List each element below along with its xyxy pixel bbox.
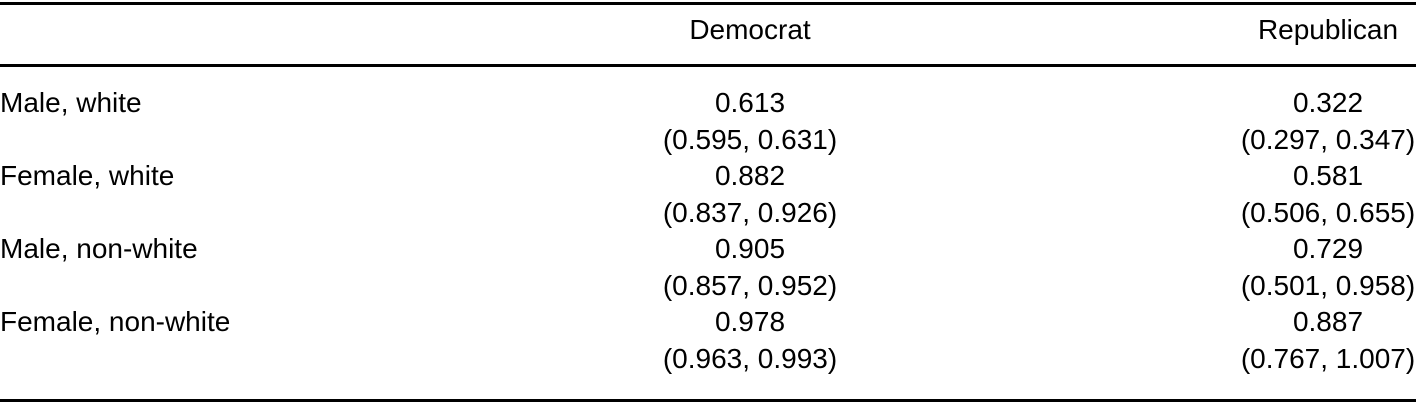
- estimate-value: 0.613: [714, 87, 786, 118]
- confidence-interval: (0.501, 0.958): [1240, 269, 1416, 301]
- confidence-interval: (0.506, 0.655): [1240, 196, 1416, 228]
- estimate-value: 0.729: [1292, 233, 1364, 264]
- confidence-interval: (0.963, 0.993): [662, 342, 838, 374]
- republican-cell: 0.729 (0.501, 0.958): [1240, 231, 1416, 304]
- header-empty-cell: [0, 2, 260, 67]
- estimate-value: 0.887: [1292, 306, 1364, 337]
- table-row: Male, non-white 0.905 (0.857, 0.952) 0.7…: [0, 231, 1416, 304]
- estimate-value: 0.322: [1292, 87, 1364, 118]
- table-row: Male, white 0.613 (0.595, 0.631) 0.322 (…: [0, 66, 1416, 159]
- democrat-cell: 0.905 (0.857, 0.952): [260, 231, 1240, 304]
- democrat-cell: 0.882 (0.837, 0.926): [260, 158, 1240, 231]
- column-header-republican: Republican: [1240, 2, 1416, 67]
- table-row: Female, non-white 0.978 (0.963, 0.993) 0…: [0, 304, 1416, 402]
- republican-cell: 0.887 (0.767, 1.007): [1240, 304, 1416, 402]
- header-row: Democrat Republican: [0, 2, 1416, 67]
- row-label: Male, white: [0, 87, 142, 118]
- estimate-value: 0.905: [714, 233, 786, 264]
- table-row: Female, white 0.882 (0.837, 0.926) 0.581…: [0, 158, 1416, 231]
- column-header-democrat: Democrat: [260, 2, 1240, 67]
- estimate-value: 0.581: [1292, 160, 1364, 191]
- confidence-interval: (0.857, 0.952): [662, 269, 838, 301]
- estimate-value: 0.978: [714, 306, 786, 337]
- row-label: Female, non-white: [0, 304, 260, 402]
- confidence-interval: (0.297, 0.347): [1240, 123, 1416, 155]
- table-body: Male, white 0.613 (0.595, 0.631) 0.322 (…: [0, 66, 1416, 402]
- row-label: Male, non-white: [0, 233, 198, 264]
- confidence-interval: (0.837, 0.926): [662, 196, 838, 228]
- confidence-interval: (0.767, 1.007): [1240, 342, 1416, 374]
- estimate-value: 0.882: [714, 160, 786, 191]
- row-label: Female, white: [0, 160, 175, 191]
- confidence-interval: (0.595, 0.631): [662, 123, 838, 155]
- table-header: Democrat Republican: [0, 2, 1416, 67]
- democrat-cell: 0.613 (0.595, 0.631): [260, 66, 1240, 159]
- democrat-cell: 0.978 (0.963, 0.993): [260, 304, 1240, 402]
- republican-cell: 0.322 (0.297, 0.347): [1240, 66, 1416, 159]
- republican-cell: 0.581 (0.506, 0.655): [1240, 158, 1416, 231]
